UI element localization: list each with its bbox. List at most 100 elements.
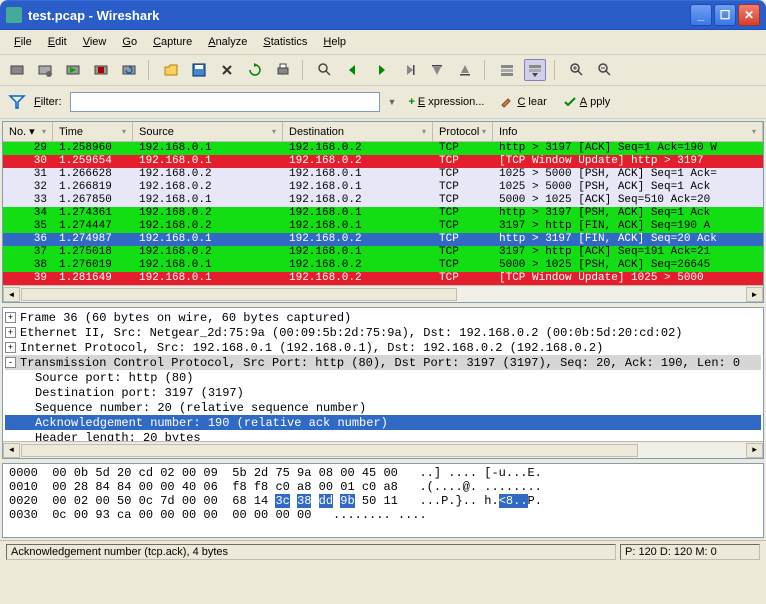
- tree-text: Source port: http (80): [35, 371, 193, 385]
- go-forward-button[interactable]: [370, 59, 392, 81]
- tree-text: Ethernet II, Src: Netgear_2d:75:9a (00:0…: [20, 326, 683, 340]
- menu-view[interactable]: View: [77, 34, 113, 50]
- scroll-right-button[interactable]: ►: [746, 287, 763, 302]
- go-back-button[interactable]: [342, 59, 364, 81]
- close-file-button[interactable]: [216, 59, 238, 81]
- packet-details-pane: + Frame 36 (60 bytes on wire, 60 bytes ca…: [2, 307, 764, 459]
- close-button[interactable]: ✕: [738, 4, 760, 26]
- expander-icon[interactable]: +: [5, 342, 16, 353]
- scroll-thumb[interactable]: [21, 288, 457, 301]
- brush-icon: [500, 95, 514, 109]
- menubar: File Edit View Go Capture Analyze Statis…: [0, 30, 766, 55]
- scroll-right-button[interactable]: ►: [746, 443, 763, 458]
- packet-hscrollbar[interactable]: ◄ ►: [3, 285, 763, 302]
- tree-row[interactable]: Sequence number: 20 (relative sequence n…: [5, 400, 761, 415]
- zoom-out-button[interactable]: [594, 59, 616, 81]
- filter-bar: Filter: ▼ + Expression... Clear Apply: [0, 86, 766, 119]
- tree-text: Destination port: 3197 (3197): [35, 386, 244, 400]
- expander-icon[interactable]: +: [5, 312, 16, 323]
- toolbar: [0, 55, 766, 86]
- tree-text: Transmission Control Protocol, Src Port:…: [20, 356, 740, 370]
- status-left-text: Acknowledgement number (tcp.ack), 4 byte…: [6, 544, 616, 560]
- restart-capture-button[interactable]: [118, 59, 140, 81]
- column-info[interactable]: Info: [493, 122, 763, 141]
- goto-last-button[interactable]: [454, 59, 476, 81]
- tree-row[interactable]: Acknowledgement number: 190 (relative ac…: [5, 415, 761, 430]
- packet-row[interactable]: 341.274361192.168.0.2192.168.0.1TCPhttp …: [3, 207, 763, 220]
- column-source[interactable]: Source: [133, 122, 283, 141]
- titlebar: test.pcap - Wireshark _ ☐ ✕: [0, 0, 766, 30]
- menu-analyze[interactable]: Analyze: [202, 34, 253, 50]
- filter-input[interactable]: [70, 92, 380, 112]
- packet-row[interactable]: 321.266819192.168.0.2192.168.0.1TCP1025 …: [3, 181, 763, 194]
- reload-button[interactable]: [244, 59, 266, 81]
- start-capture-button[interactable]: [62, 59, 84, 81]
- tree-row[interactable]: + Ethernet II, Src: Netgear_2d:75:9a (00:…: [5, 325, 761, 340]
- filter-icon: [8, 93, 26, 111]
- autoscroll-button[interactable]: [524, 59, 546, 81]
- stop-capture-button[interactable]: [90, 59, 112, 81]
- packet-row[interactable]: 381.276019192.168.0.1192.168.0.2TCP5000 …: [3, 259, 763, 272]
- filter-label[interactable]: Filter:: [34, 96, 62, 108]
- clear-button[interactable]: Clear: [496, 93, 550, 111]
- packet-row[interactable]: 311.266628192.168.0.2192.168.0.1TCP1025 …: [3, 168, 763, 181]
- tree-row[interactable]: + Frame 36 (60 bytes on wire, 60 bytes ca…: [5, 310, 761, 325]
- tree-row[interactable]: +Internet Protocol, Src: 192.168.0.1 (19…: [5, 340, 761, 355]
- apply-button[interactable]: Apply: [559, 93, 615, 111]
- menu-capture[interactable]: Capture: [147, 34, 198, 50]
- packet-list-rows[interactable]: 291.258960192.168.0.1192.168.0.2TCPhttp …: [3, 142, 763, 285]
- packet-details-tree[interactable]: + Frame 36 (60 bytes on wire, 60 bytes ca…: [3, 308, 763, 441]
- menu-file[interactable]: File: [8, 34, 38, 50]
- scroll-thumb[interactable]: [21, 444, 638, 457]
- tree-row[interactable]: -Transmission Control Protocol, Src Port…: [5, 355, 761, 370]
- print-button[interactable]: [272, 59, 294, 81]
- tree-text: Frame 36 (60 bytes on wire, 60 bytes cap…: [20, 311, 351, 325]
- column-time[interactable]: Time: [53, 122, 133, 141]
- column-protocol[interactable]: Protocol: [433, 122, 493, 141]
- tree-row[interactable]: Destination port: 3197 (3197): [5, 385, 761, 400]
- scroll-left-button[interactable]: ◄: [3, 287, 20, 302]
- find-button[interactable]: [314, 59, 336, 81]
- column-no[interactable]: No. ▾: [3, 122, 53, 141]
- tree-row[interactable]: Source port: http (80): [5, 370, 761, 385]
- tree-text: Header length: 20 bytes: [35, 431, 201, 442]
- packet-row[interactable]: 391.281649192.168.0.1192.168.0.2TCP[TCP …: [3, 272, 763, 285]
- column-destination[interactable]: Destination: [283, 122, 433, 141]
- expander-icon[interactable]: +: [5, 327, 16, 338]
- menu-edit[interactable]: Edit: [42, 34, 73, 50]
- statusbar: Acknowledgement number (tcp.ack), 4 byte…: [0, 540, 766, 562]
- open-button[interactable]: [160, 59, 182, 81]
- packet-list-pane: No. ▾ Time Source Destination Protocol I…: [2, 121, 764, 303]
- minimize-button[interactable]: _: [690, 4, 712, 26]
- packet-row[interactable]: 331.267850192.168.0.1192.168.0.2TCP5000 …: [3, 194, 763, 207]
- expander-icon[interactable]: -: [5, 357, 16, 368]
- packet-row[interactable]: 361.274987192.168.0.1192.168.0.2TCPhttp …: [3, 233, 763, 246]
- tree-hscrollbar[interactable]: ◄ ►: [3, 441, 763, 458]
- goto-button[interactable]: [398, 59, 420, 81]
- window-title: test.pcap - Wireshark: [28, 8, 690, 23]
- menu-statistics[interactable]: Statistics: [257, 34, 313, 50]
- status-right-text: P: 120 D: 120 M: 0: [620, 544, 760, 560]
- app-icon: [6, 7, 22, 23]
- hex-dump[interactable]: 0000 00 0b 5d 20 cd 02 00 09 5b 2d 75 9a…: [3, 464, 763, 537]
- filter-dropdown-icon[interactable]: ▼: [388, 97, 397, 107]
- add-expression-button[interactable]: + Expression...: [404, 94, 488, 110]
- tree-text: Acknowledgement number: 190 (relative ac…: [35, 416, 388, 430]
- maximize-button[interactable]: ☐: [714, 4, 736, 26]
- scroll-left-button[interactable]: ◄: [3, 443, 20, 458]
- save-button[interactable]: [188, 59, 210, 81]
- menu-help[interactable]: Help: [317, 34, 352, 50]
- options-button[interactable]: [34, 59, 56, 81]
- packet-row[interactable]: 301.259654192.168.0.1192.168.0.2TCP[TCP …: [3, 155, 763, 168]
- interfaces-button[interactable]: [6, 59, 28, 81]
- tree-row[interactable]: Header length: 20 bytes: [5, 430, 761, 441]
- packet-row[interactable]: 351.274447192.168.0.2192.168.0.1TCP3197 …: [3, 220, 763, 233]
- zoom-in-button[interactable]: [566, 59, 588, 81]
- packet-row[interactable]: 371.275018192.168.0.2192.168.0.1TCP3197 …: [3, 246, 763, 259]
- goto-first-button[interactable]: [426, 59, 448, 81]
- packet-row[interactable]: 291.258960192.168.0.1192.168.0.2TCPhttp …: [3, 142, 763, 155]
- colorize-button[interactable]: [496, 59, 518, 81]
- menu-go[interactable]: Go: [116, 34, 143, 50]
- tree-text: Sequence number: 20 (relative sequence n…: [35, 401, 366, 415]
- packet-bytes-pane: 0000 00 0b 5d 20 cd 02 00 09 5b 2d 75 9a…: [2, 463, 764, 538]
